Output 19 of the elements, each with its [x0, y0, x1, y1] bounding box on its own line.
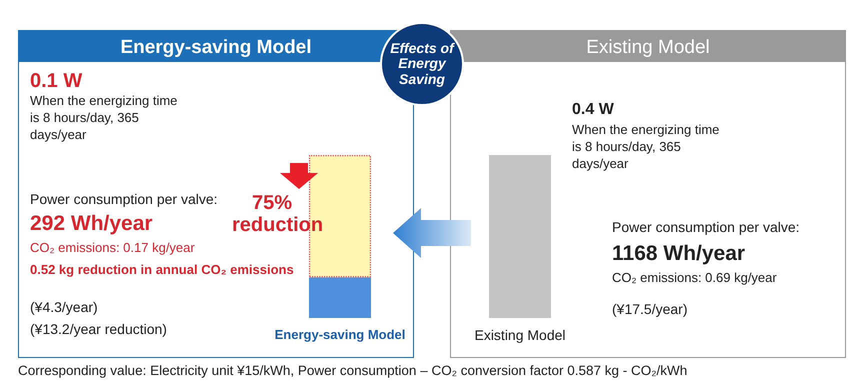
text: 0.1 W [30, 69, 82, 94]
annotation: When the energizing time is 8 hours/day, 365 days/year [572, 122, 720, 173]
annotation: CO₂ emissions: 0.17 kg/year [30, 240, 195, 257]
annotation: (¥4.3/year) [30, 298, 98, 316]
annotation: 292 Wh/year [30, 211, 153, 237]
annotation: 0.52 kg reduction in annual CO₂ emissions [30, 262, 294, 279]
text: Energy-saving Model [274, 327, 406, 342]
annotation: Power consumption per valve: [612, 218, 800, 236]
annotation: (¥17.5/year) [612, 300, 688, 318]
text: 0.4 W [572, 100, 614, 120]
text: Existing Model [474, 327, 566, 343]
annotation: 75% reduction [232, 192, 324, 236]
annotation: 1168 Wh/year [612, 241, 746, 267]
annotation: Power consumption per valve: [30, 190, 218, 208]
annotation: CO₂ emissions: 0.69 kg/year [612, 270, 777, 287]
text: (¥13.2/year reduction) [30, 320, 167, 338]
chart-title: Effects of Energy Saving [380, 22, 464, 106]
text: Corresponding value: Electricity unit ¥15/kWh, Power consumption – CO₂ conversion factor 0.587 kg - CO₂/kWh [18, 362, 688, 380]
text: When the energizing time is 8 hours/day, 365 days/year [30, 93, 178, 144]
